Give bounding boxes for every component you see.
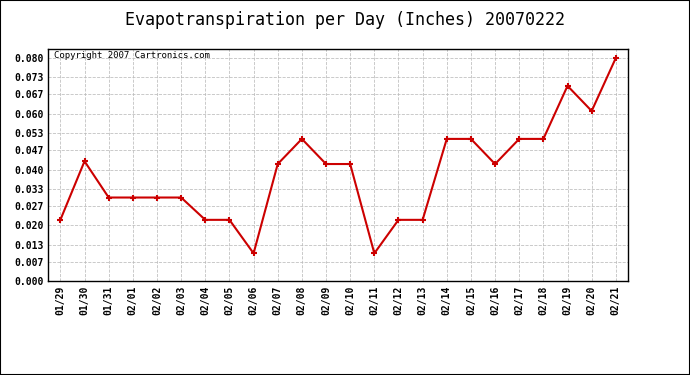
Text: Copyright 2007 Cartronics.com: Copyright 2007 Cartronics.com [54,51,210,60]
Text: Evapotranspiration per Day (Inches) 20070222: Evapotranspiration per Day (Inches) 2007… [125,11,565,29]
